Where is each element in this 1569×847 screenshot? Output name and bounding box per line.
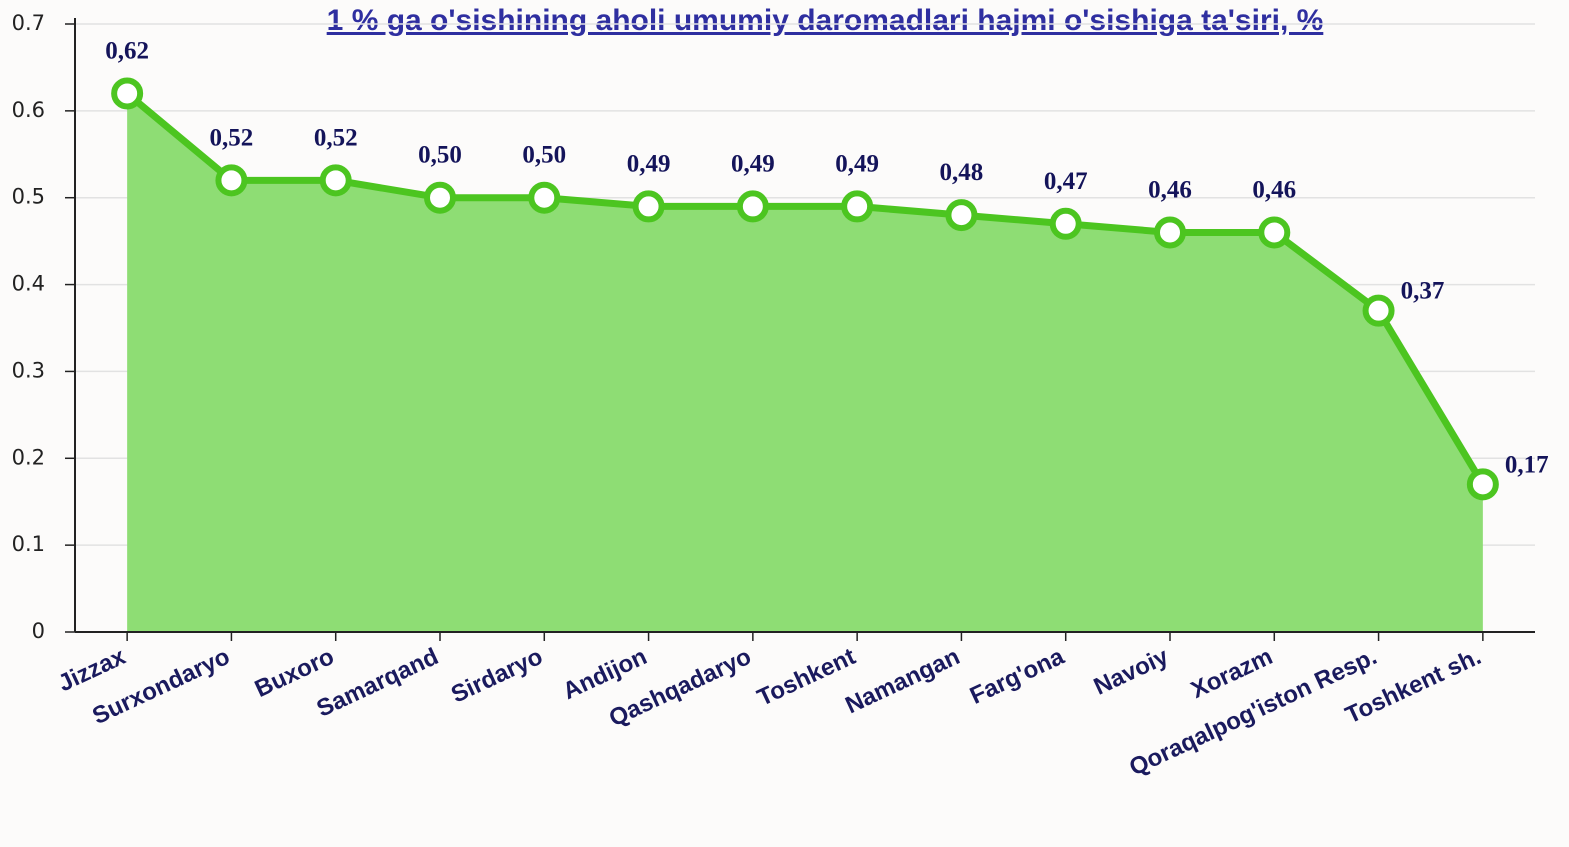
y-tick-label: 0.7: [12, 11, 45, 35]
value-label: 0,47: [1044, 168, 1088, 195]
x-tick-label: Namangan: [841, 643, 964, 719]
value-label: 0,49: [731, 150, 775, 177]
marker: [528, 181, 561, 214]
marker: [1154, 216, 1186, 249]
marker: [319, 164, 352, 197]
y-tick-label: 0.4: [12, 272, 45, 296]
marker: [1466, 468, 1499, 501]
y-tick-label: 0.1: [12, 532, 45, 556]
marker: [632, 190, 665, 223]
x-tick-label: Jizzax: [54, 643, 130, 698]
marker: [424, 181, 456, 214]
line: [124, 90, 1486, 487]
value-label: 0,49: [835, 150, 879, 177]
y-tick-label: 0.5: [12, 185, 45, 209]
value-label: 0,50: [418, 142, 462, 169]
value-label: 0,48: [940, 159, 984, 186]
value-label: 0,46: [1148, 176, 1192, 203]
value-label: 0,62: [105, 37, 149, 64]
value-label: 0,46: [1252, 176, 1296, 203]
marker: [841, 190, 874, 223]
x-tick-label: Sirdaryo: [447, 643, 547, 709]
x-tick-label: Navoiy: [1090, 643, 1173, 701]
area: [127, 93, 1483, 632]
x-tick-label: Farg'ona: [966, 643, 1069, 710]
value-label: 0,50: [522, 142, 566, 169]
value-label: 0,17: [1505, 451, 1549, 478]
value-label: 0,52: [210, 124, 254, 151]
value-label: 0,49: [627, 150, 671, 177]
y-tick-label: 0: [32, 619, 45, 643]
marker: [1258, 216, 1291, 249]
value-label: 0,37: [1401, 278, 1445, 305]
value-label: 0,52: [314, 124, 358, 151]
y-tick-label: 0.3: [12, 358, 45, 382]
marker: [736, 190, 769, 223]
marker: [1362, 294, 1395, 327]
marker: [1049, 207, 1082, 240]
chart-title: 1 % ga o'sishining aholi umumiy daromadl…: [327, 4, 1324, 37]
marker: [215, 164, 248, 197]
y-tick-label: 0.2: [12, 445, 45, 469]
marker: [111, 77, 144, 110]
marker: [945, 199, 978, 232]
y-tick-label: 0.6: [12, 98, 45, 122]
